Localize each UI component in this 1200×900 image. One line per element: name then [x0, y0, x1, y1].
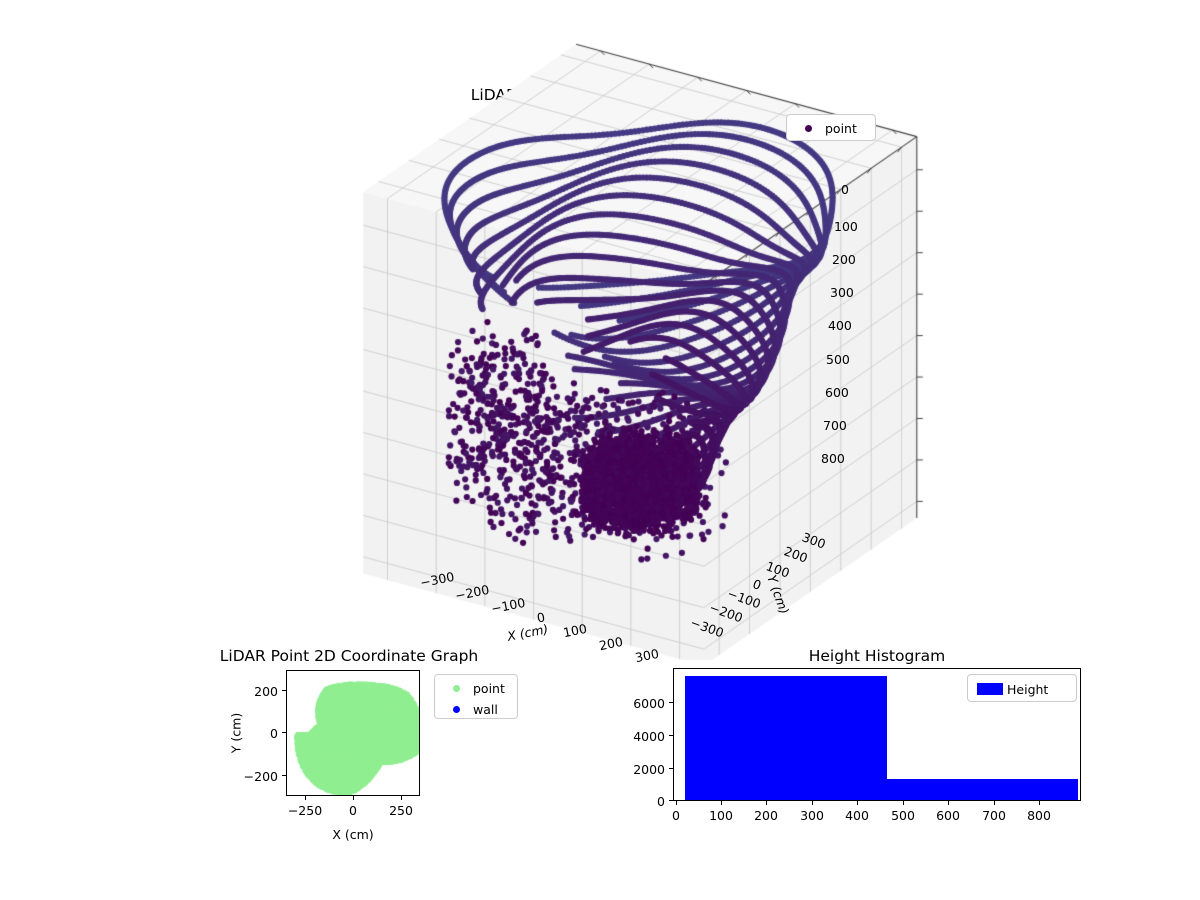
histogram-xtick-8: 800 — [1027, 808, 1051, 823]
panel-scatter3d: LiDAR Point 3D Coordinate Graph −300 −20… — [0, 0, 1200, 660]
histogram-xtick-2: 200 — [754, 808, 778, 823]
scatter2d-ytickmark-2 — [282, 690, 286, 691]
scatter2d-ytickmark-1 — [282, 732, 286, 733]
scatter3d-ztick-0: 0 — [841, 182, 849, 197]
histogram-bar[interactable] — [887, 779, 1078, 800]
scatter2d-ytickmark-0 — [282, 775, 286, 776]
scatter2d-ylabel: Y (cm) — [229, 713, 244, 753]
scatter3d-ztick-2: 200 — [832, 252, 856, 267]
histogram-bar[interactable] — [685, 676, 887, 800]
scatter2d-xtick-2: 250 — [389, 803, 413, 818]
histogram-xtick-1: 100 — [709, 808, 733, 823]
histogram-xtickmark-7 — [994, 801, 995, 805]
histogram-ytick-1: 2000 — [633, 762, 665, 777]
histogram-xtickmark-6 — [948, 801, 949, 805]
scatter3d-ztick-1: 100 — [834, 219, 858, 234]
histogram-ytickmark-0 — [669, 800, 673, 801]
scatter3d-ztick-7: 700 — [823, 418, 847, 433]
histogram-xtickmark-8 — [1039, 801, 1040, 805]
scatter2d-ytick-0: −200 — [244, 769, 278, 784]
histogram-xtick-7: 700 — [982, 808, 1006, 823]
scatter2d-canvas — [287, 671, 420, 796]
histogram-ytickmark-3 — [669, 702, 673, 703]
scatter3d-ztick-3: 300 — [830, 285, 854, 300]
histogram-ytick-2: 4000 — [633, 729, 665, 744]
scatter3d-ztick-5: 500 — [826, 352, 850, 367]
point-marker-icon — [791, 125, 825, 132]
scatter2d-xtickmark-1 — [353, 796, 354, 800]
scatter2d-xlabel: X (cm) — [332, 827, 373, 842]
scatter3d-xtick-6: 300 — [634, 646, 660, 665]
point-marker-icon — [439, 685, 473, 692]
histogram-xtickmark-5 — [903, 801, 904, 805]
histogram-ytick-3: 6000 — [633, 696, 665, 711]
matplotlib-figure: LiDAR Point 3D Coordinate Graph −300 −20… — [0, 0, 1200, 900]
histogram-xtick-4: 400 — [845, 808, 869, 823]
legend-item-point[interactable]: point — [439, 678, 513, 699]
histogram-xtickmark-1 — [721, 801, 722, 805]
histogram-xtickmark-0 — [676, 801, 677, 805]
legend-item-wall[interactable]: wall — [439, 699, 513, 720]
scatter3d-ztick-4: 400 — [828, 318, 852, 333]
histogram-ytickmark-1 — [669, 768, 673, 769]
scatter2d-xtick-1: 0 — [349, 803, 357, 818]
legend-label: point — [825, 121, 857, 136]
legend-item-point[interactable]: point — [791, 118, 871, 139]
histogram-xtickmark-2 — [766, 801, 767, 805]
height-patch-icon — [973, 683, 1007, 695]
scatter3d-canvas — [0, 0, 1200, 660]
histogram-xtick-6: 600 — [936, 808, 960, 823]
scatter2d-xtick-0: −250 — [288, 803, 322, 818]
wall-marker-icon — [439, 706, 473, 713]
histogram-xtick-3: 300 — [800, 808, 824, 823]
scatter2d-ytick-1: 0 — [270, 726, 278, 741]
histogram-xtickmark-3 — [812, 801, 813, 805]
histogram-ytickmark-2 — [669, 735, 673, 736]
scatter3d-ztick-8: 800 — [821, 451, 845, 466]
legend-label: Height — [1007, 682, 1048, 697]
scatter2d-ytick-2: 200 — [254, 684, 278, 699]
scatter2d-xtickmark-2 — [401, 796, 402, 800]
histogram-xtickmark-4 — [857, 801, 858, 805]
legend-label: wall — [473, 702, 498, 717]
legend-label: point — [473, 681, 505, 696]
histogram-ytick-0: 0 — [657, 794, 665, 809]
scatter3d-ztick-6: 600 — [825, 385, 849, 400]
scatter2d-legend[interactable]: point wall — [434, 674, 518, 719]
histogram-legend[interactable]: Height — [967, 674, 1077, 702]
legend-item-height[interactable]: Height — [973, 679, 1071, 699]
scatter3d-legend[interactable]: point — [786, 114, 876, 141]
scatter2d-xtickmark-0 — [305, 796, 306, 800]
histogram-xtick-5: 500 — [891, 808, 915, 823]
histogram-xtick-0: 0 — [672, 808, 680, 823]
scatter2d-axes[interactable] — [286, 670, 420, 796]
histogram-title: Height Histogram — [809, 647, 946, 665]
scatter2d-title: LiDAR Point 2D Coordinate Graph — [220, 647, 478, 665]
